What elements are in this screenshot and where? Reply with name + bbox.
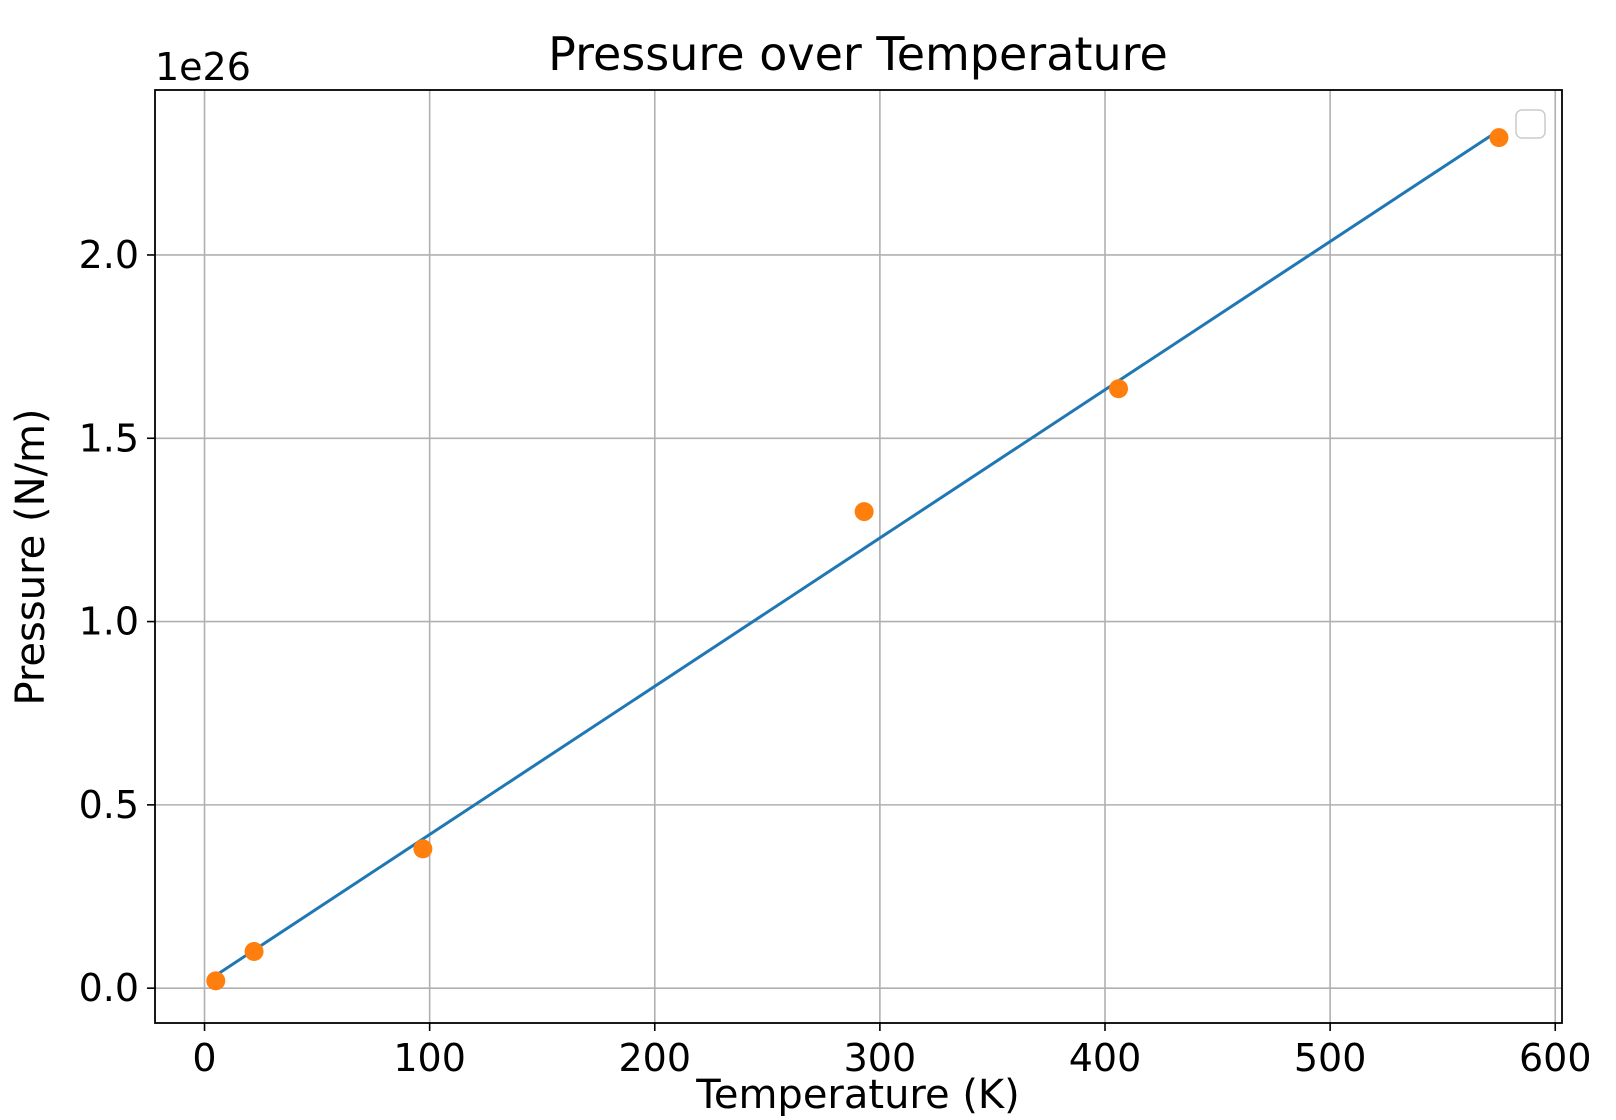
data-point bbox=[1109, 379, 1129, 399]
y-offset-label: 1e26 bbox=[155, 45, 251, 89]
grid bbox=[155, 90, 1562, 1023]
plot-frame bbox=[154, 89, 1563, 1024]
y-tick-label: 0.0 bbox=[79, 966, 139, 1010]
y-axis-label: Pressure (N/m) bbox=[8, 408, 54, 705]
x-axis-label: Temperature (K) bbox=[695, 1072, 1020, 1116]
y-tick-label: 1.5 bbox=[79, 416, 139, 460]
data-series bbox=[206, 128, 1509, 991]
fit-line bbox=[214, 129, 1500, 977]
axis-ticks: 0 100 200 300 400 500 600 0.0 0.5 1.0 1.5 2.0 bbox=[79, 233, 1592, 1080]
y-tick-label: 0.5 bbox=[79, 783, 139, 827]
data-point bbox=[413, 839, 433, 859]
plot-background bbox=[155, 90, 1562, 1023]
x-tick-label: 300 bbox=[844, 1036, 917, 1080]
chart-title: Pressure over Temperature bbox=[548, 27, 1168, 81]
data-point bbox=[854, 502, 874, 522]
x-tick-label: 500 bbox=[1294, 1036, 1367, 1080]
y-tick-label: 1.0 bbox=[79, 600, 139, 644]
x-tick-label: 400 bbox=[1069, 1036, 1142, 1080]
data-point bbox=[244, 942, 264, 962]
x-tick-label: 200 bbox=[619, 1036, 692, 1080]
data-point bbox=[1489, 128, 1509, 148]
x-tick-label: 0 bbox=[192, 1036, 216, 1080]
legend-box bbox=[1515, 109, 1546, 139]
y-tick-label: 2.0 bbox=[79, 233, 139, 277]
x-tick-label: 600 bbox=[1519, 1036, 1592, 1080]
data-point bbox=[206, 971, 226, 991]
x-tick-label: 100 bbox=[393, 1036, 466, 1080]
